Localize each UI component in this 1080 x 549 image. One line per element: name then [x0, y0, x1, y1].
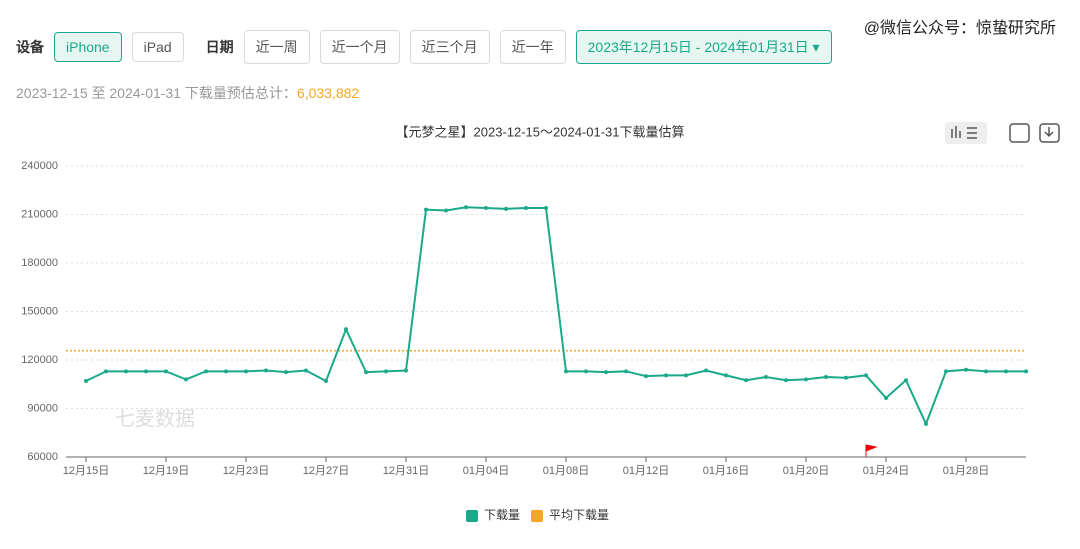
- point: [404, 368, 408, 373]
- range-button[interactable]: 近一周: [243, 30, 310, 64]
- point: [904, 378, 908, 383]
- x-tick-label: 12月27日: [303, 465, 349, 477]
- y-tick-label: 120000: [21, 354, 58, 366]
- point: [684, 373, 688, 378]
- point: [584, 369, 588, 374]
- point: [104, 369, 108, 374]
- point: [284, 370, 288, 375]
- point: [144, 369, 148, 374]
- date-picker[interactable]: 2023年12月15日 - 2024年01月31日 ▾: [575, 30, 832, 64]
- point: [364, 370, 368, 375]
- point: [724, 373, 728, 378]
- event-flag[interactable]: [865, 444, 878, 457]
- point: [204, 369, 208, 374]
- range-button[interactable]: 近三个月: [409, 30, 490, 64]
- point: [704, 368, 708, 373]
- device-button[interactable]: iPhone: [54, 32, 122, 62]
- point: [564, 369, 568, 374]
- point: [764, 374, 768, 379]
- date-label: 日期: [205, 39, 234, 55]
- legend-swatch: [531, 510, 543, 522]
- y-tick-label: 60000: [27, 451, 58, 463]
- point: [944, 369, 948, 374]
- x-tick-label: 12月15日: [63, 465, 109, 477]
- device-button[interactable]: iPad: [131, 32, 184, 62]
- point: [1004, 369, 1008, 374]
- point: [304, 368, 308, 373]
- point: [484, 206, 488, 211]
- point: [264, 368, 268, 373]
- point: [924, 421, 928, 426]
- point: [624, 369, 628, 374]
- summary-total: 6,033,882: [296, 85, 360, 101]
- summary-text: 2023-12-15 至 2024-01-31 下载量预估总计：: [16, 85, 297, 101]
- legend-label: 下载量: [484, 508, 520, 522]
- point: [544, 206, 548, 211]
- point: [1024, 369, 1028, 374]
- range-button[interactable]: 近一个月: [319, 30, 400, 64]
- point: [384, 369, 388, 374]
- toolbar[interactable]: [945, 122, 1060, 144]
- x-tick-label: 01月04日: [463, 465, 509, 477]
- point: [664, 373, 668, 378]
- filter-bar: 设备 iPhone iPad 日期 近一周 近一个月 近三个月 近一年 2023…: [16, 30, 842, 64]
- x-tick-label: 01月12日: [623, 465, 669, 477]
- point: [504, 206, 508, 211]
- summary: 2023-12-15 至 2024-01-31 下载量预估总计：6,033,88…: [16, 83, 359, 103]
- y-tick-label: 210000: [21, 208, 58, 220]
- x-tick-label: 12月19日: [143, 465, 189, 477]
- y-tick-label: 90000: [27, 402, 58, 414]
- device-label: 设备: [16, 39, 44, 55]
- point: [964, 367, 968, 372]
- point: [804, 377, 808, 382]
- point: [644, 374, 648, 379]
- watermark: @微信公众号：惊蛰研究所: [863, 20, 1056, 37]
- x-tick-label: 01月28日: [943, 465, 989, 477]
- point: [604, 370, 608, 375]
- x-tick-label: 01月08日: [543, 465, 589, 477]
- point: [224, 369, 228, 374]
- point: [164, 369, 168, 374]
- x-tick-label: 01月20日: [783, 465, 829, 477]
- y-tick-label: 240000: [21, 160, 58, 172]
- x-tick-label: 01月24日: [863, 465, 909, 477]
- point: [744, 378, 748, 383]
- y-tick-label: 150000: [21, 305, 58, 317]
- point: [444, 208, 448, 213]
- point: [424, 207, 428, 212]
- y-tick-label: 180000: [21, 257, 58, 269]
- x-tick-label: 12月31日: [383, 465, 429, 477]
- point: [464, 205, 468, 210]
- point: [824, 374, 828, 379]
- point: [524, 206, 528, 211]
- chart-title: 【元梦之星】2023-12-15～2024-01-31下载量估算: [396, 124, 685, 139]
- legend-swatch: [466, 510, 478, 522]
- chart-watermark: 七麦数据: [115, 407, 195, 430]
- point: [884, 395, 888, 400]
- x-tick-label: 12月23日: [223, 465, 269, 477]
- point: [184, 377, 188, 382]
- point: [344, 327, 348, 332]
- point: [324, 379, 328, 384]
- point: [784, 378, 788, 383]
- line: [85, 206, 1026, 427]
- legend-label: 平均下载量: [549, 508, 609, 522]
- x-tick-label: 01月16日: [703, 465, 749, 477]
- point: [84, 379, 88, 384]
- date-range: 2023年12月15日 - 2024年01月31日: [587, 39, 809, 55]
- point: [244, 369, 248, 374]
- range-button[interactable]: 近一年: [499, 30, 566, 64]
- point: [984, 369, 988, 374]
- point: [864, 373, 868, 378]
- point: [844, 375, 848, 380]
- point: [124, 369, 128, 374]
